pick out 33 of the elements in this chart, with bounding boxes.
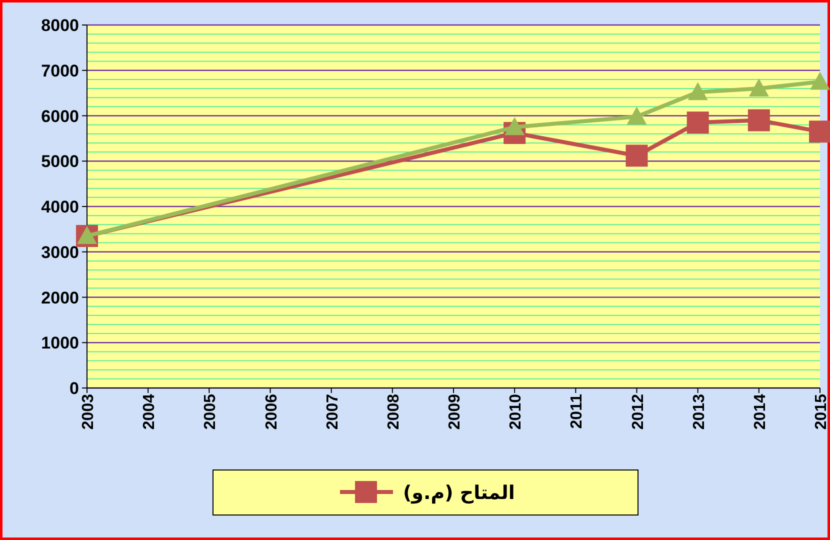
legend: المتاح (م.و) xyxy=(212,470,638,516)
point xyxy=(504,117,525,136)
y-tick-label: 2000 xyxy=(41,288,79,308)
x-tick-label: 2006 xyxy=(263,394,280,430)
y-tick-label: 7000 xyxy=(41,61,79,80)
x-tick-label: 2004 xyxy=(141,394,158,430)
y-tick-label: 1000 xyxy=(41,334,79,353)
point xyxy=(688,82,708,100)
point xyxy=(810,72,830,90)
y-tick-label: 0 xyxy=(70,379,79,398)
point xyxy=(809,120,830,143)
point xyxy=(686,112,709,134)
point xyxy=(748,78,769,97)
x-tick-label: 2015 xyxy=(813,394,830,430)
x-tick-label: 2007 xyxy=(324,394,342,430)
x-tick-label: 2010 xyxy=(508,394,525,430)
point xyxy=(626,144,648,167)
point xyxy=(626,106,647,125)
x-tick-label: 2012 xyxy=(630,394,647,430)
point xyxy=(748,109,770,132)
x-tick-label: 2014 xyxy=(752,394,769,430)
x-tick-label: 2013 xyxy=(690,394,708,430)
x-tick-label: 2008 xyxy=(385,394,402,430)
y-tick-label: 8000 xyxy=(41,16,79,35)
y-tick-label: 4000 xyxy=(41,198,79,216)
y-tick-label: 6000 xyxy=(41,106,79,126)
y-tick-label: 3000 xyxy=(41,242,79,262)
x-tick-label: 2011 xyxy=(568,394,586,429)
x-tick-label: 2005 xyxy=(202,394,220,430)
y-tick-label: 5000 xyxy=(41,152,79,172)
legend-label: المتاح (م.و) xyxy=(403,482,515,504)
x-tick-label: 2003 xyxy=(80,394,97,430)
x-tick-label: 2009 xyxy=(446,394,464,430)
